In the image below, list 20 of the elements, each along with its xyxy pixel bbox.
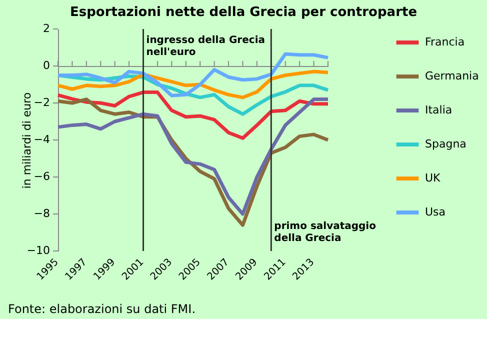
ref-line-label: ingresso della Grecia nell'euro xyxy=(146,35,265,58)
line-series xyxy=(56,90,330,140)
y-tick-label: 2 xyxy=(43,22,50,35)
y-tick-label: −8 xyxy=(34,207,50,220)
y-tick-label: −6 xyxy=(34,170,50,183)
legend-label: UK xyxy=(425,172,442,184)
legend-label: Francia xyxy=(425,36,465,48)
legend-label: Italia xyxy=(425,104,452,116)
legend-label: Spagna xyxy=(425,138,466,150)
y-tick-label: 0 xyxy=(43,59,50,72)
y-tick-label: −2 xyxy=(34,96,50,109)
chart-title: Esportazioni nette della Grecia per controparte xyxy=(70,5,418,20)
ref-line-label: primo salvataggio della Grecia xyxy=(274,221,376,244)
y-tick-label: −10 xyxy=(26,244,50,257)
source-note: Fonte: elaborazioni su dati FMI. xyxy=(8,302,196,316)
y-axis-title: in miliardi di euro xyxy=(20,92,34,189)
legend-label: Germania xyxy=(425,70,479,82)
line-series xyxy=(56,70,330,100)
legend-label: Usa xyxy=(425,206,446,218)
y-tick-label: −4 xyxy=(34,133,50,146)
